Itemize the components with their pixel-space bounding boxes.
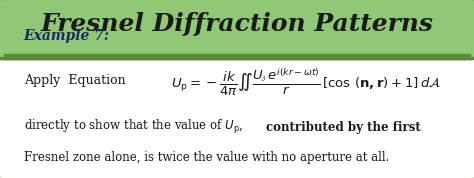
Text: $U_{\rm p} = -\dfrac{ik}{4\pi} \iint \dfrac{U_{\!\mathscr{s}}\,e^{i(kr-\omega t): $U_{\rm p} = -\dfrac{ik}{4\pi} \iint \df… <box>171 67 441 98</box>
Text: directly to show that the value of $U_{\rm p}$,: directly to show that the value of $U_{\… <box>24 118 245 136</box>
FancyBboxPatch shape <box>5 34 469 55</box>
Text: Example 7:: Example 7: <box>24 29 109 43</box>
Text: contributed by the first: contributed by the first <box>266 121 421 134</box>
FancyBboxPatch shape <box>0 0 474 59</box>
Text: Apply  Equation: Apply Equation <box>24 74 125 88</box>
Text: Fresnel zone alone, is twice the value with no aperture at all.: Fresnel zone alone, is twice the value w… <box>24 151 389 164</box>
Text: Fresnel Diffraction Patterns: Fresnel Diffraction Patterns <box>40 12 434 36</box>
